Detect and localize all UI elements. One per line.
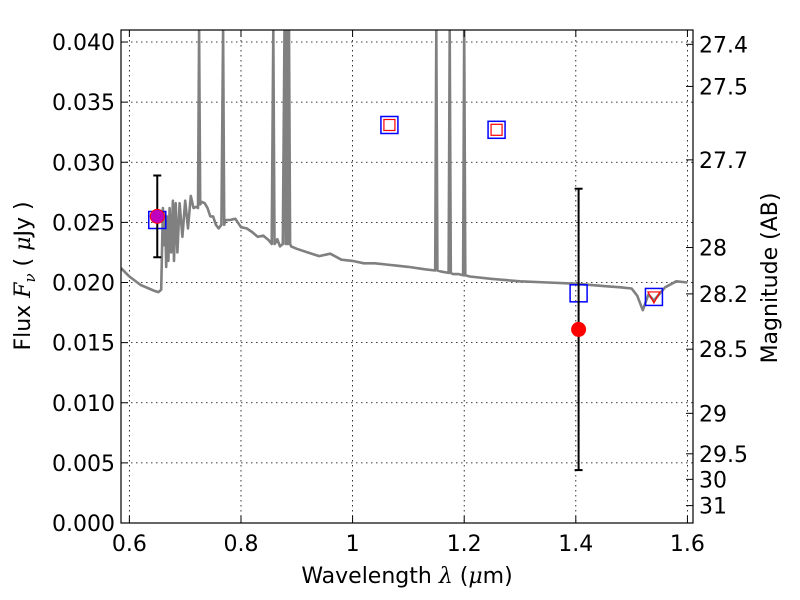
y2-tick-label: 29.5 xyxy=(699,443,748,468)
model-point xyxy=(644,287,664,307)
upper-limit-marker xyxy=(490,123,503,136)
plot-area xyxy=(121,30,688,472)
y-tick-label: 0.040 xyxy=(52,31,115,56)
y-tick-label: 0.030 xyxy=(52,151,115,176)
y2-tick-label: 28.2 xyxy=(699,283,748,308)
grid xyxy=(121,30,693,524)
y-tick-label: 0.015 xyxy=(52,332,115,357)
y-tick-label: 0.025 xyxy=(52,211,115,236)
x-tick-label: 1.6 xyxy=(670,532,705,557)
upper-limit-marker xyxy=(383,118,396,132)
y-tick-label: 0.005 xyxy=(52,452,115,477)
plot-frame xyxy=(120,29,694,524)
y2-tick-label: 29 xyxy=(699,402,727,427)
spectrum-line xyxy=(121,30,688,312)
model-point xyxy=(487,120,506,140)
y-axis-label: Flux Fν ( μJy ) xyxy=(11,201,39,350)
observed-point xyxy=(571,321,587,337)
x-tick-label: 0.8 xyxy=(223,532,258,557)
y-tick-label: 0.000 xyxy=(52,512,115,537)
x-tick-label: 1 xyxy=(346,532,360,557)
upper-limit-triangle xyxy=(646,291,661,305)
y2-tick-label: 27.7 xyxy=(699,149,748,174)
y2-tick-label: 31 xyxy=(699,495,727,520)
ticks: 0.6 0.8 1 1.2 1.4 1.6 0.000 0.005 0.010 0.015 0.02… xyxy=(52,30,748,557)
y2-tick-label: 27.4 xyxy=(699,33,748,58)
y2-tick-label: 30 xyxy=(699,468,727,493)
x-axis-label: Wavelength λ (μm) xyxy=(301,564,512,589)
y2-tick-label: 27.5 xyxy=(699,75,748,100)
x-tick-label: 1.4 xyxy=(558,532,593,557)
model-point xyxy=(380,115,399,135)
y2-tick-label: 28.5 xyxy=(699,338,748,363)
y-tick-label: 0.010 xyxy=(52,392,115,417)
y2-axis-label: Magnitude (AB) xyxy=(758,193,783,364)
overlap-marker xyxy=(150,209,164,223)
x-tick-label: 1.2 xyxy=(447,532,482,557)
y2-tick-label: 28 xyxy=(699,237,727,262)
x-tick-label: 0.6 xyxy=(112,532,147,557)
y-tick-label: 0.035 xyxy=(52,91,115,116)
y-tick-label: 0.020 xyxy=(52,272,115,297)
